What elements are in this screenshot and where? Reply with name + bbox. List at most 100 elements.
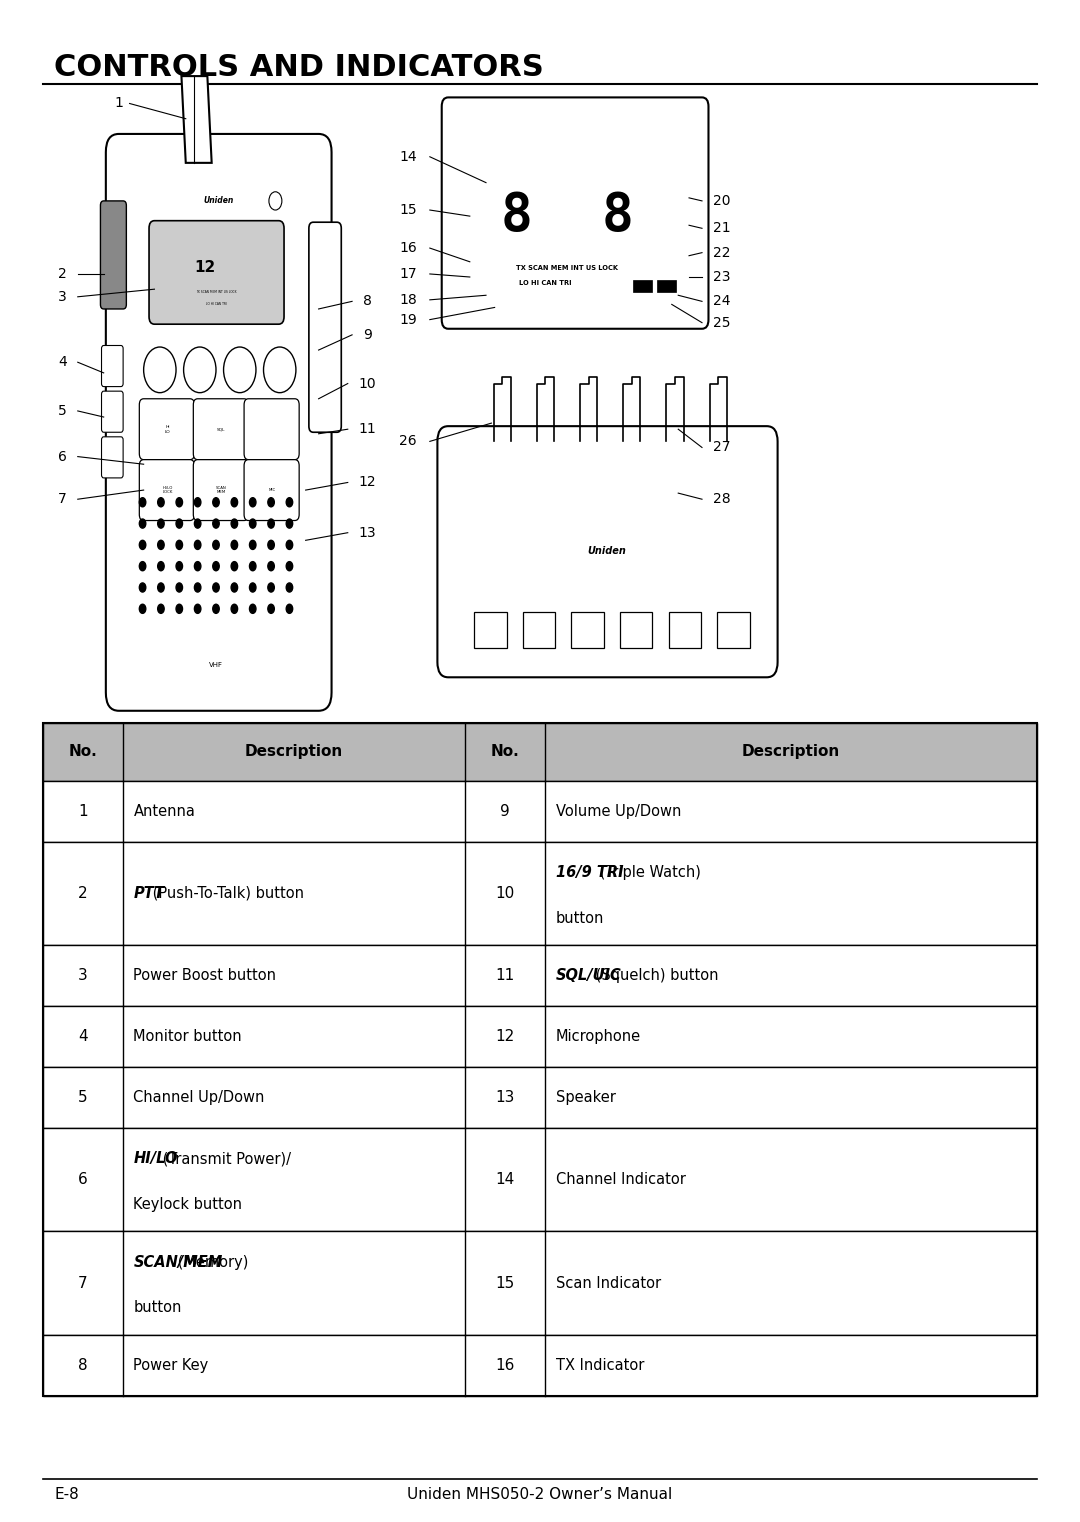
Circle shape: [158, 604, 164, 613]
Text: 6: 6: [78, 1172, 87, 1187]
Bar: [43, 1006, 1037, 1067]
Text: HI/LO: HI/LO: [134, 1151, 178, 1166]
Text: 28: 28: [713, 492, 730, 507]
FancyBboxPatch shape: [244, 399, 299, 460]
Circle shape: [194, 562, 201, 571]
Text: 9: 9: [363, 327, 372, 342]
Text: 4: 4: [78, 1029, 87, 1044]
Text: 15: 15: [400, 202, 417, 218]
Text: 19: 19: [400, 312, 417, 327]
Text: 22: 22: [713, 245, 730, 260]
Text: Uniden: Uniden: [203, 196, 233, 205]
Text: Volume Up/Down: Volume Up/Down: [556, 804, 681, 819]
Text: 15: 15: [496, 1275, 515, 1291]
Text: SCAN/MEM: SCAN/MEM: [134, 1254, 222, 1269]
Bar: [620, 612, 652, 648]
Text: 18: 18: [400, 292, 417, 307]
FancyBboxPatch shape: [442, 97, 708, 329]
FancyBboxPatch shape: [102, 437, 123, 478]
Circle shape: [158, 562, 164, 571]
Text: VHF: VHF: [210, 662, 222, 668]
Bar: [657, 280, 676, 292]
Circle shape: [158, 540, 164, 549]
Text: (Squelch) button: (Squelch) button: [591, 968, 718, 983]
Text: Channel Indicator: Channel Indicator: [556, 1172, 686, 1187]
Bar: [43, 723, 1037, 781]
FancyBboxPatch shape: [437, 426, 778, 677]
Text: (Transmit Power)/: (Transmit Power)/: [158, 1151, 292, 1166]
Text: Antenna: Antenna: [134, 804, 195, 819]
Text: 14: 14: [496, 1172, 515, 1187]
Circle shape: [249, 540, 256, 549]
Text: 24: 24: [713, 294, 730, 309]
Text: 10: 10: [496, 886, 515, 901]
Text: HI
LO: HI LO: [164, 425, 171, 434]
Text: 20: 20: [713, 193, 730, 209]
Text: PTT: PTT: [134, 886, 164, 901]
Text: SQL: SQL: [217, 428, 226, 431]
FancyBboxPatch shape: [102, 391, 123, 432]
Text: 3: 3: [78, 968, 87, 983]
Text: 16: 16: [400, 240, 417, 256]
Text: Description: Description: [742, 744, 840, 759]
Polygon shape: [181, 76, 212, 163]
Circle shape: [176, 498, 183, 507]
Text: 10: 10: [359, 376, 376, 391]
Circle shape: [194, 540, 201, 549]
Circle shape: [176, 540, 183, 549]
Circle shape: [268, 562, 274, 571]
Bar: [523, 612, 555, 648]
Text: Microphone: Microphone: [556, 1029, 640, 1044]
Text: Description: Description: [245, 744, 343, 759]
Circle shape: [249, 498, 256, 507]
Circle shape: [139, 498, 146, 507]
Circle shape: [286, 583, 293, 592]
Circle shape: [231, 562, 238, 571]
Circle shape: [264, 347, 296, 393]
Text: LO HI CAN TRI: LO HI CAN TRI: [205, 303, 227, 306]
Circle shape: [194, 498, 201, 507]
Text: 8: 8: [78, 1358, 87, 1373]
Text: 13: 13: [359, 525, 376, 540]
Text: TX Indicator: TX Indicator: [556, 1358, 644, 1373]
Circle shape: [268, 583, 274, 592]
Text: 27: 27: [713, 440, 730, 455]
Bar: [474, 612, 507, 648]
Text: 9: 9: [500, 804, 510, 819]
Circle shape: [158, 583, 164, 592]
Text: SCAN
MEM: SCAN MEM: [216, 486, 227, 495]
Circle shape: [224, 347, 256, 393]
Bar: [43, 842, 1037, 945]
Bar: [43, 1335, 1037, 1396]
Text: 1: 1: [114, 96, 123, 111]
Circle shape: [194, 604, 201, 613]
FancyBboxPatch shape: [100, 201, 126, 309]
Text: (Push-To-Talk) button: (Push-To-Talk) button: [148, 886, 305, 901]
Text: button: button: [134, 1300, 181, 1315]
Circle shape: [139, 519, 146, 528]
Circle shape: [286, 519, 293, 528]
Circle shape: [249, 562, 256, 571]
Circle shape: [286, 540, 293, 549]
Circle shape: [158, 498, 164, 507]
Text: No.: No.: [490, 744, 519, 759]
Text: Scan Indicator: Scan Indicator: [556, 1275, 661, 1291]
Circle shape: [139, 583, 146, 592]
Circle shape: [184, 347, 216, 393]
Text: 21: 21: [713, 221, 730, 236]
Text: 5: 5: [78, 1090, 87, 1105]
Text: Keylock button: Keylock button: [134, 1196, 243, 1212]
Circle shape: [213, 519, 219, 528]
Circle shape: [231, 519, 238, 528]
Text: (Triple Watch): (Triple Watch): [595, 864, 701, 880]
Text: 26: 26: [400, 434, 417, 449]
Bar: [43, 945, 1037, 1006]
Text: TX SCAN MEM INT US LOCK: TX SCAN MEM INT US LOCK: [516, 265, 618, 271]
Text: 1: 1: [78, 804, 87, 819]
Text: 11: 11: [359, 422, 376, 437]
Text: 12: 12: [194, 260, 216, 275]
Bar: [43, 723, 1037, 1396]
Circle shape: [213, 562, 219, 571]
Circle shape: [286, 498, 293, 507]
Text: 12: 12: [496, 1029, 515, 1044]
